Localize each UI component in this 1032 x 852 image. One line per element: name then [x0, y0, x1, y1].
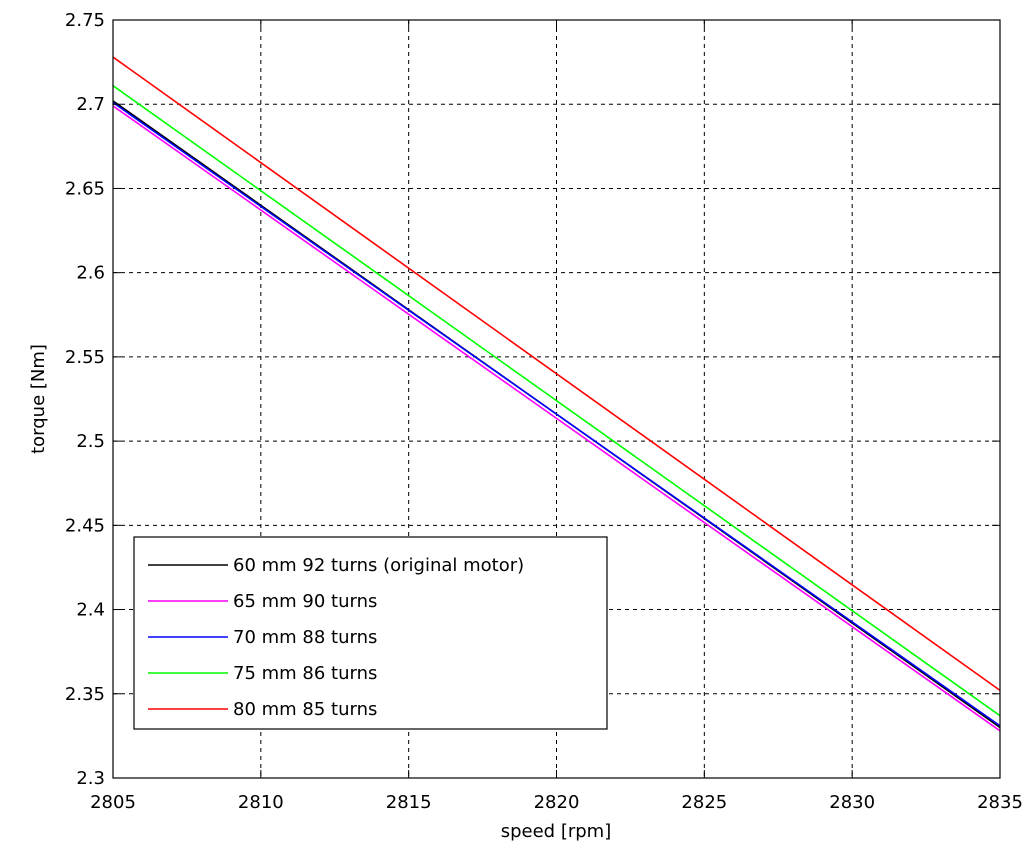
legend-entry-label: 80 mm 85 turns	[233, 699, 377, 720]
y-tick-label: 2.4	[76, 600, 105, 621]
x-tick-label: 2805	[90, 792, 136, 813]
series-line-3	[112, 85, 1001, 717]
x-tick-label: 2835	[977, 792, 1023, 813]
x-tick-label: 2825	[681, 792, 727, 813]
legend-entry-label: 60 mm 92 turns (original motor)	[233, 555, 524, 576]
series-line-1	[112, 105, 1001, 732]
y-tick-label: 2.45	[65, 515, 105, 536]
y-tick-label: 2.55	[65, 347, 105, 368]
y-tick-label: 2.3	[76, 768, 105, 789]
legend-entry-label: 75 mm 86 turns	[233, 663, 377, 684]
y-tick-label: 2.35	[65, 684, 105, 705]
y-tick-label: 2.65	[65, 178, 105, 199]
y-tick-label: 2.5	[76, 431, 105, 452]
legend: 60 mm 92 turns (original motor) 65 mm 90 …	[133, 536, 608, 730]
series-line-4	[112, 56, 1001, 692]
axis-ticks	[112, 19, 1001, 779]
y-tick-labels: 2.3 2.35 2.4 2.45 2.5 2.55 2.6 2.65 2.7 2.75	[65, 10, 105, 789]
x-tick-label: 2815	[386, 792, 432, 813]
series-line-2	[112, 101, 1001, 727]
x-tick-label: 2830	[829, 792, 875, 813]
legend-entry-label: 70 mm 88 turns	[233, 627, 377, 648]
x-axis-label: speed [rpm]	[501, 821, 612, 842]
y-tick-label: 2.7	[76, 94, 105, 115]
legend-entry-label: 65 mm 90 turns	[233, 591, 377, 612]
y-axis-label: torque [Nm]	[28, 344, 49, 454]
x-tick-label: 2820	[534, 792, 580, 813]
y-tick-label: 2.6	[76, 263, 105, 284]
legend-box	[133, 536, 608, 730]
series-lines	[112, 56, 1001, 732]
x-tick-labels: 2805 2810 2815 2820 2825 2830 2835	[90, 792, 1023, 813]
y-tick-label: 2.75	[65, 10, 105, 31]
x-tick-label: 2810	[238, 792, 284, 813]
